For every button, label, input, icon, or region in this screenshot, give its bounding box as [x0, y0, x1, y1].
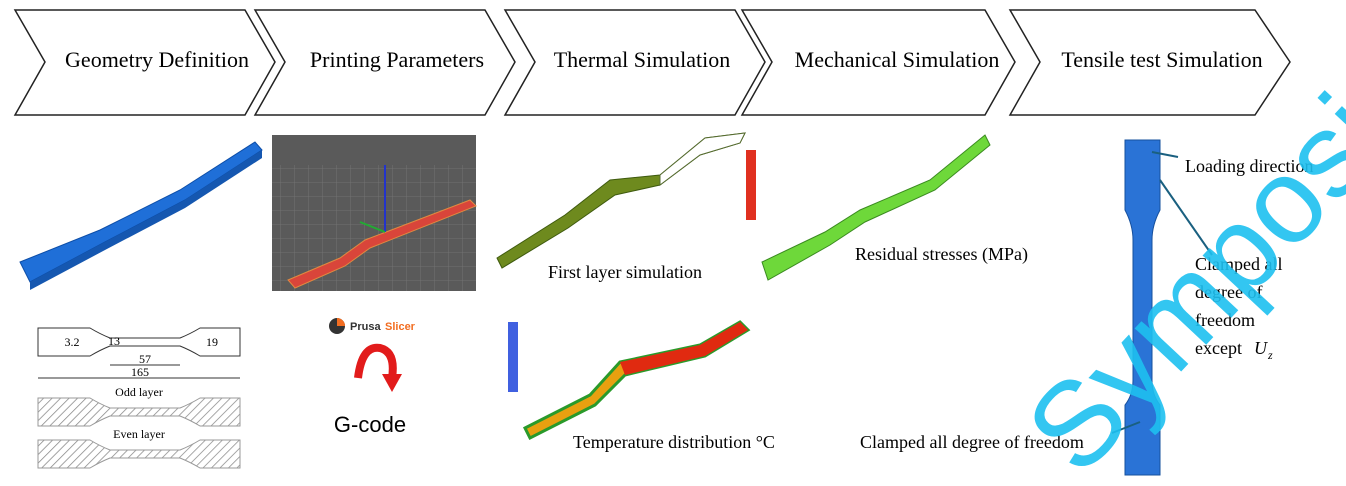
step-label: Printing Parameters [310, 47, 484, 72]
logo-text: Slicer [385, 321, 416, 333]
layer-label: Odd layer [115, 385, 163, 399]
first-layer [497, 133, 745, 268]
diagram: Geometry Definition Printing Parameters … [0, 0, 1346, 486]
caption: Residual stresses (MPa) [855, 244, 1028, 265]
dimension: 165 [131, 365, 149, 379]
arrow [358, 348, 393, 378]
legend-bar [746, 150, 756, 220]
even-layer-shape [38, 440, 240, 468]
dimension: 19 [206, 335, 218, 349]
step-label: Geometry Definition [65, 47, 249, 72]
step-label: Mechanical Simulation [795, 47, 1000, 72]
odd-layer-shape [38, 398, 240, 426]
caption: First layer simulation [548, 262, 702, 282]
logo-text: Prusa [350, 321, 381, 333]
dimension: 3.2 [65, 335, 80, 349]
math-subscript: z [1267, 348, 1273, 362]
caption: Temperature distribution °C [573, 432, 775, 452]
prusa-logo-accent [337, 318, 345, 326]
legend-bar [508, 322, 518, 392]
dimension: 13 [108, 334, 120, 348]
dimension: 57 [139, 352, 151, 366]
output-label: G-code [334, 412, 406, 437]
specimen-3d [20, 142, 262, 282]
arrow-head [382, 374, 402, 392]
step-label: Tensile test Simulation [1061, 47, 1262, 72]
first-layer-unfilled [660, 133, 745, 185]
math-variable: U [1254, 338, 1268, 358]
temperature-hot [620, 322, 748, 375]
layer-label: Even layer [113, 427, 165, 441]
step-label: Thermal Simulation [554, 47, 731, 72]
